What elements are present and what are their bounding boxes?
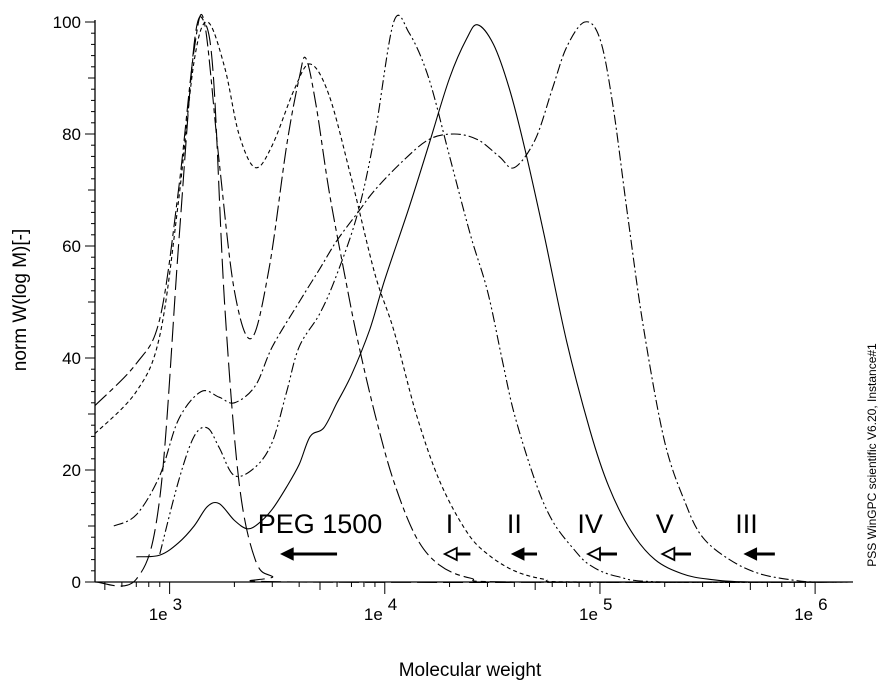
x-tick-exponent: 3 <box>173 595 182 614</box>
annotation-label: III <box>735 509 758 539</box>
series-layer <box>94 14 854 587</box>
x-tick-label: 1e <box>149 605 168 624</box>
arrow-head <box>510 547 525 561</box>
y-tick-label: 60 <box>62 237 81 256</box>
x-tick-label: 1e <box>794 605 813 624</box>
annotation-label: PEG 1500 <box>258 509 383 539</box>
arrow-head <box>442 546 458 562</box>
annotation-label: II <box>507 509 522 539</box>
arrow-head <box>585 546 601 562</box>
arrow-head <box>660 546 676 562</box>
arrow-head <box>743 547 758 561</box>
y-tick-label: 0 <box>72 573 81 592</box>
series-line-1 <box>94 16 854 587</box>
arrow-v <box>660 546 692 562</box>
series-line-2 <box>94 14 854 583</box>
arrow-peg-1500 <box>280 547 338 561</box>
y-axis-title: norm W(log M)[-] <box>10 229 31 372</box>
axes: 0 20 40 60 80 100 1e 3 1e 4 1e 5 1e 6 <box>53 13 853 624</box>
x-tick-exponent: 4 <box>388 595 397 614</box>
annotation-label: V <box>656 509 674 539</box>
series-line-6 <box>136 24 854 583</box>
y-tick-label: 20 <box>62 461 81 480</box>
annotation-label: IV <box>577 509 603 539</box>
arrow-ii <box>510 547 538 561</box>
arrow-head <box>280 547 294 561</box>
series-line-3 <box>94 21 854 583</box>
y-tick-label: 40 <box>62 349 81 368</box>
series-line-5 <box>159 14 854 583</box>
y-tick-label: 80 <box>62 125 81 144</box>
x-tick-exponent: 5 <box>603 595 612 614</box>
y-tick-label: 100 <box>53 13 81 32</box>
x-tick-label: 1e <box>579 605 598 624</box>
annotation-layer: PEG 1500 I II IV V III <box>258 509 775 562</box>
arrow-iv <box>585 546 617 562</box>
series-line-4 <box>113 21 854 583</box>
x-tick-label: 1e <box>364 605 383 624</box>
x-tick-exponent: 6 <box>818 595 827 614</box>
arrow-i <box>442 546 471 562</box>
annotation-label: I <box>446 509 454 539</box>
software-version-note: PSS WinGPC scientific V6.20, Instance#1 <box>865 343 879 567</box>
x-axis-title: Molecular weight <box>399 660 542 681</box>
arrow-iii <box>743 547 775 561</box>
